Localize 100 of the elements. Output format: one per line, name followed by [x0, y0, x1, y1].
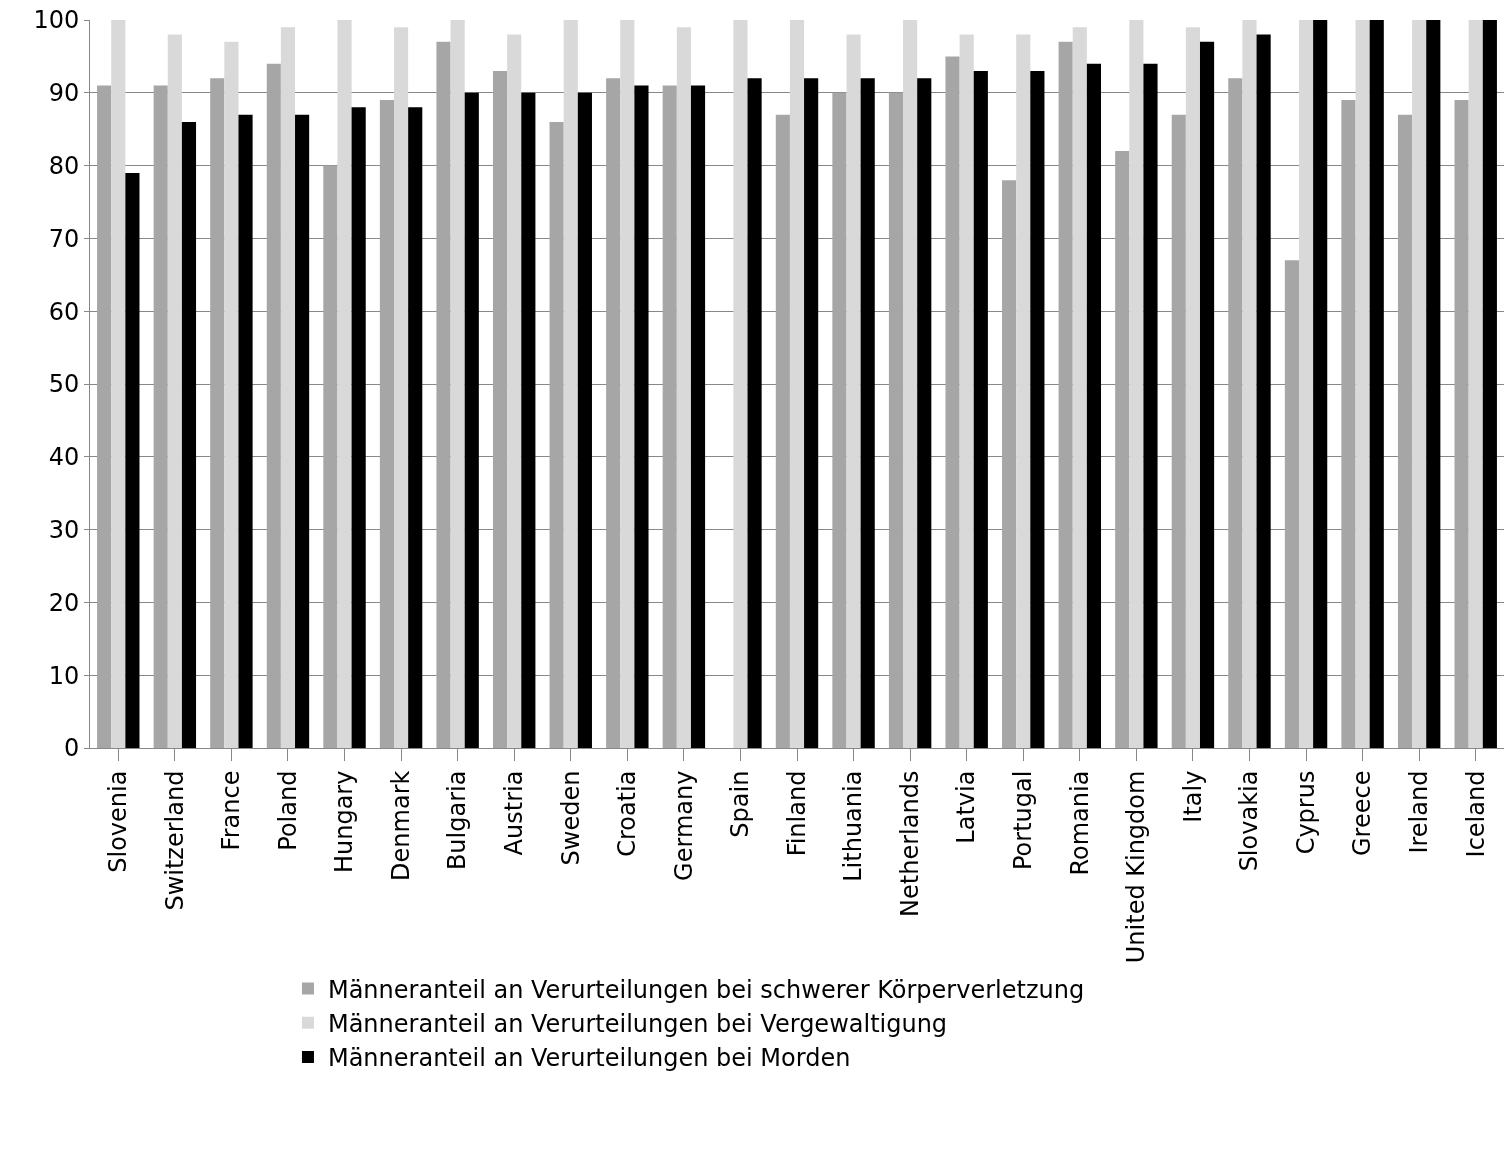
bar	[1002, 180, 1017, 748]
y-tick-label: 100	[33, 6, 80, 35]
bar	[436, 41, 451, 748]
bar	[521, 92, 536, 748]
x-tick-label: Latvia	[952, 770, 981, 844]
x-tick-label: Portugal	[1009, 770, 1038, 871]
bar	[492, 70, 508, 748]
bar	[379, 100, 395, 748]
x-tick-label: Slovakia	[1235, 770, 1264, 872]
bar	[1256, 34, 1271, 748]
x-tick-label: Ireland	[1404, 770, 1433, 854]
y-tick-label: 90	[48, 79, 80, 108]
bar	[295, 114, 310, 748]
bar	[1171, 114, 1186, 748]
legend-label: Männeranteil an Verurteilungen bei Morden	[327, 1044, 851, 1073]
legend-label: Männeranteil an Verurteilungen bei Vergewaltigung	[327, 1010, 948, 1039]
bar	[775, 114, 790, 748]
bar	[323, 165, 338, 748]
bar	[1341, 100, 1356, 748]
bar	[464, 92, 479, 748]
x-tick-label: United Kingdom	[1122, 770, 1151, 964]
bar	[804, 78, 819, 748]
bar	[280, 27, 296, 748]
bar	[167, 34, 182, 748]
x-tick-label: Italy	[1178, 770, 1207, 823]
bar	[1143, 63, 1158, 748]
bar	[634, 85, 649, 748]
bar	[662, 85, 677, 748]
bar	[1185, 27, 1200, 748]
x-tick-label: France	[217, 770, 246, 851]
bar	[789, 20, 805, 748]
bar	[606, 78, 621, 748]
x-tick-label: Cyprus	[1291, 770, 1320, 855]
bar	[860, 78, 875, 748]
bar	[1412, 20, 1427, 748]
bar	[1369, 20, 1384, 748]
y-tick-label: 60	[48, 297, 80, 326]
bar	[337, 20, 352, 748]
bar	[1482, 20, 1497, 748]
legend-label: Männeranteil an Verurteilungen bei schwerer Körperverletzung	[327, 975, 1085, 1004]
bar	[690, 85, 706, 748]
bar	[408, 107, 423, 748]
bar	[747, 78, 762, 748]
y-tick-label: 10	[48, 661, 80, 690]
bar	[224, 41, 239, 748]
bar	[1468, 20, 1483, 748]
bar	[1129, 20, 1144, 748]
x-tick-label: Romania	[1065, 770, 1094, 876]
x-tick-label: Croatia	[613, 770, 642, 857]
bar	[1115, 151, 1130, 748]
bar	[959, 34, 974, 748]
bar	[1355, 20, 1370, 748]
bar	[181, 121, 197, 748]
x-tick-label: Hungary	[330, 770, 359, 874]
x-tick-label: Finland	[782, 770, 811, 857]
bar	[676, 27, 691, 748]
bar	[1030, 70, 1045, 748]
bar	[832, 92, 847, 748]
bar	[266, 63, 281, 748]
bar	[945, 56, 960, 748]
bar	[1199, 41, 1215, 748]
x-tick-label: Austria	[500, 770, 528, 856]
bar	[733, 20, 748, 748]
y-tick-label: 80	[48, 152, 80, 180]
bar	[394, 27, 409, 748]
bar	[153, 85, 168, 748]
bar	[973, 70, 988, 748]
x-tick-label: Slovenia	[104, 770, 133, 873]
bar	[97, 85, 112, 748]
x-tick-label: Bulgaria	[443, 770, 472, 871]
y-tick-label: 50	[48, 370, 80, 399]
x-tick-label: Denmark	[386, 770, 415, 881]
bar	[888, 92, 904, 748]
x-tick-label: Germany	[669, 770, 698, 881]
bar	[577, 92, 592, 748]
bar	[111, 20, 126, 748]
bar	[1242, 20, 1257, 748]
bar	[125, 172, 140, 748]
bar	[549, 121, 564, 748]
bar	[238, 114, 253, 748]
bar	[450, 20, 465, 748]
bar	[1058, 41, 1073, 748]
y-tick-label: 30	[48, 516, 80, 544]
bar	[351, 107, 366, 748]
bar	[210, 78, 225, 748]
bar	[1313, 20, 1328, 748]
y-tick-label: 40	[48, 443, 80, 472]
bar	[846, 34, 861, 748]
bar	[1454, 100, 1469, 748]
x-tick-label: Lithuania	[839, 770, 868, 882]
x-tick-label: Netherlands	[895, 770, 924, 917]
y-tick-label: 0	[63, 734, 80, 763]
bar	[1086, 63, 1102, 748]
bar	[903, 20, 918, 748]
bar	[563, 20, 578, 748]
x-tick-label: Switzerland	[160, 770, 189, 911]
x-tick-label: Poland	[273, 770, 302, 851]
x-tick-label: Iceland	[1461, 770, 1490, 858]
bar	[1426, 20, 1441, 748]
bar	[1298, 20, 1314, 748]
